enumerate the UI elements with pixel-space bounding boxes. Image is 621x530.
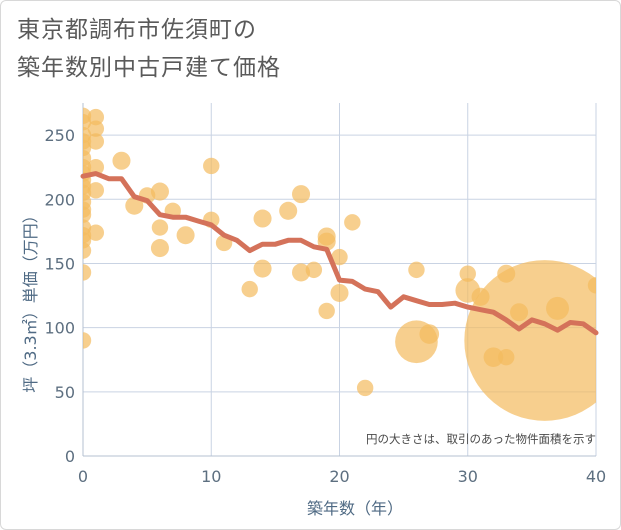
scatter-point-26 xyxy=(112,151,131,170)
scatter-points xyxy=(83,107,596,421)
y-tick-250: 250 xyxy=(44,126,75,145)
scatter-point-30 xyxy=(151,219,169,236)
scatter-point-53 xyxy=(419,324,440,344)
scatter-point-49 xyxy=(344,214,361,231)
axis-ticks: 0 10 20 30 40 0 50 100 150 200 250 xyxy=(44,126,606,486)
chart-title: 東京都調布市佐須町の 築年数別中古戸建て価格 xyxy=(17,11,281,87)
scatter-point-22 xyxy=(87,133,105,150)
scatter-point-33 xyxy=(176,226,195,245)
scatter-point-24 xyxy=(87,182,105,199)
x-tick-20: 20 xyxy=(329,467,349,486)
scatter-point-47 xyxy=(331,248,348,266)
x-tick-40: 40 xyxy=(586,467,606,486)
scatter-point-54 xyxy=(459,265,476,282)
scatter-point-20 xyxy=(87,108,105,126)
y-tick-50: 50 xyxy=(55,383,75,402)
x-tick-0: 0 xyxy=(78,467,88,486)
x-axis-label: 築年数（年） xyxy=(307,499,403,518)
scatter-point-23 xyxy=(87,158,105,176)
scatter-point-48 xyxy=(330,283,349,302)
scatter-point-51 xyxy=(408,261,425,279)
y-tick-0: 0 xyxy=(65,447,75,466)
scatter-point-39 xyxy=(253,259,272,278)
y-tick-200: 200 xyxy=(44,190,75,209)
y-tick-100: 100 xyxy=(44,319,75,338)
scatter-point-41 xyxy=(292,185,311,204)
x-tick-10: 10 xyxy=(201,467,221,486)
scatter-point-29 xyxy=(150,182,169,201)
scatter-point-37 xyxy=(241,280,258,298)
y-tick-150: 150 xyxy=(44,254,75,273)
average-price-line xyxy=(80,171,599,336)
y-axis-label: 坪（3.3㎡）単価（万円） xyxy=(21,207,40,392)
scatter-point-40 xyxy=(279,201,298,220)
scatter-point-21 xyxy=(87,120,105,137)
scatter-point-43 xyxy=(305,261,323,279)
scatter-point-17 xyxy=(83,242,92,259)
bubble-size-note: 円の大きさは、取引のあった物件面積を示す xyxy=(366,432,596,446)
scatter-point-19 xyxy=(83,332,92,349)
x-tick-30: 30 xyxy=(458,467,478,486)
scatter-point-13 xyxy=(83,206,92,223)
scatter-point-46 xyxy=(318,302,335,320)
scatter-point-38 xyxy=(253,209,272,228)
chart-title-line2: 築年数別中古戸建て価格 xyxy=(17,55,281,81)
scatter-point-27 xyxy=(125,196,144,215)
scatter-point-31 xyxy=(150,239,169,258)
scatter-point-63 xyxy=(587,277,596,294)
chart-title-line1: 東京都調布市佐須町の xyxy=(17,17,257,43)
scatter-point-50 xyxy=(356,379,374,397)
scatter-point-62 xyxy=(546,296,570,320)
scatter-point-25 xyxy=(87,224,105,241)
scatter-point-61 xyxy=(464,260,596,421)
scatter-point-42 xyxy=(292,263,311,282)
scatter-point-18 xyxy=(83,264,92,281)
scatter-point-34 xyxy=(203,157,220,175)
